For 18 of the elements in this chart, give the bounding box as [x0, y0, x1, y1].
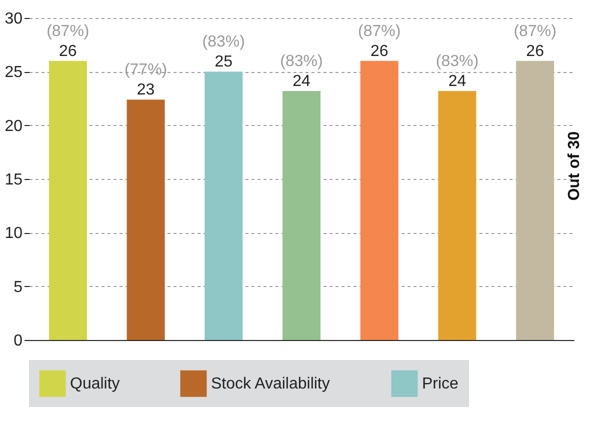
y-tick-label: 20 [4, 118, 23, 135]
legend-label: Quality [70, 376, 120, 393]
y-tick-label: 5 [14, 278, 23, 296]
text: (87%) 26 [46, 22, 90, 60]
annotation: Out of 30 [566, 131, 583, 201]
y-tick-label: 15 [4, 172, 23, 188]
legend-label: Price [422, 376, 459, 393]
text: (83%) 24 [280, 52, 323, 90]
y-tick-label: 10 [4, 225, 23, 242]
text: (77%) 23 [124, 62, 168, 99]
legend-label: Stock Availability [211, 376, 330, 393]
text: (87%) 26 [358, 22, 401, 60]
text: (87%) 26 [514, 22, 556, 60]
text: (83%) 24 [436, 52, 479, 90]
y-tick-label: 0 [14, 332, 23, 350]
y-tick-label: 30 [4, 10, 23, 28]
text: (83%) 25 [202, 34, 245, 71]
y-tick-label: 25 [4, 64, 23, 82]
